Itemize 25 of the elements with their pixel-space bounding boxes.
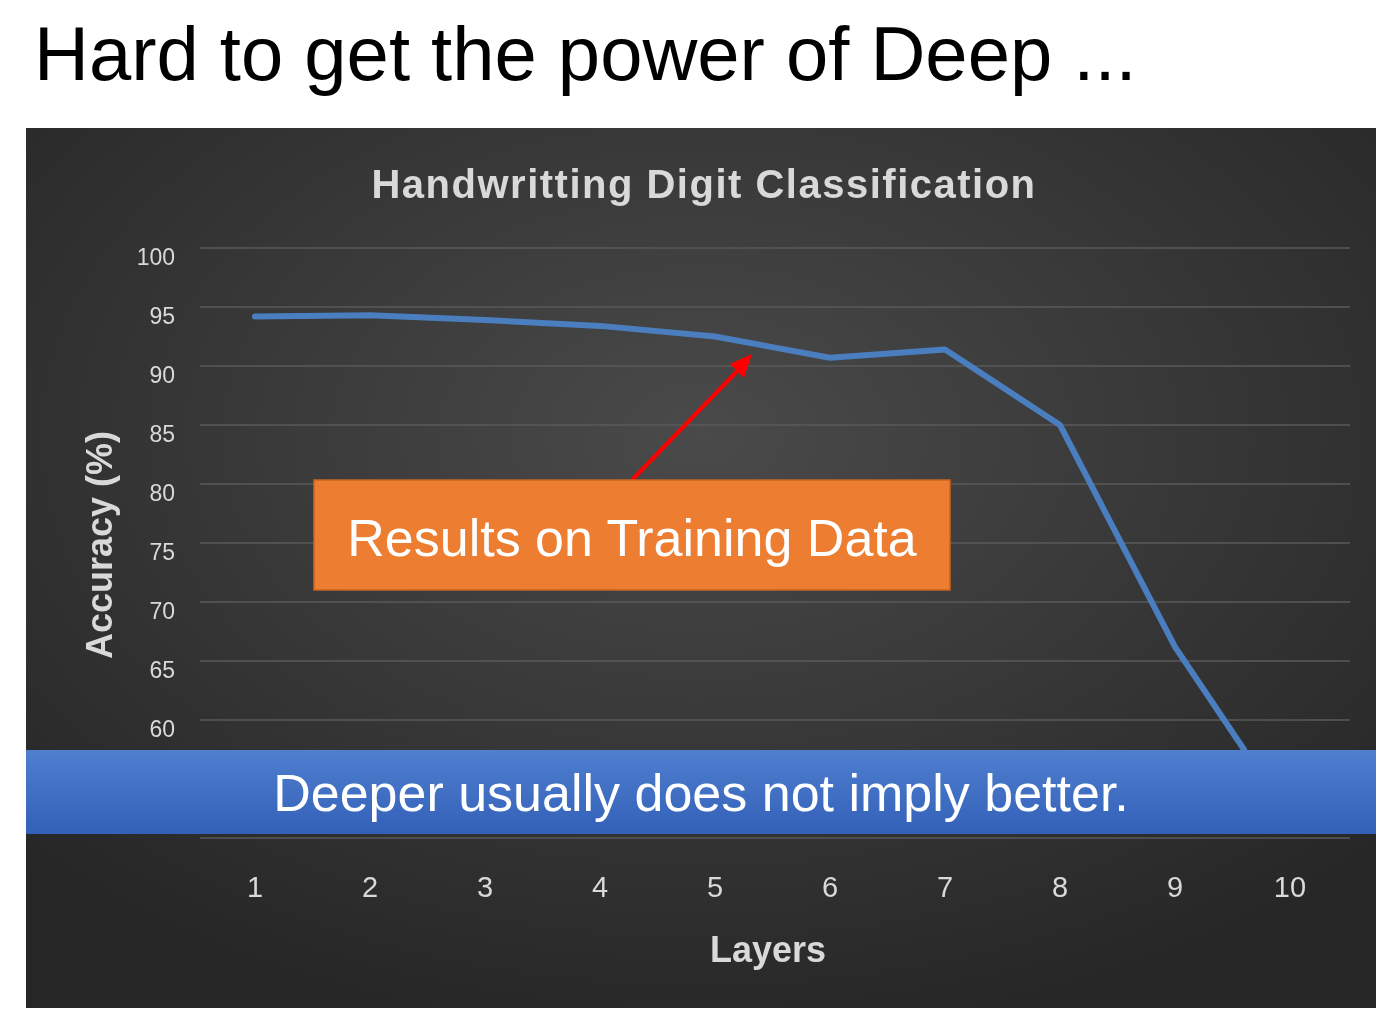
y-tick-label: 75	[149, 539, 175, 565]
chart-subtitle: Handwritting Digit Classification	[371, 162, 1037, 206]
x-tick-label: 8	[1051, 871, 1069, 903]
y-tick-label: 90	[149, 362, 175, 388]
y-tick-label: 85	[149, 421, 175, 447]
x-tick-label: 5	[706, 871, 724, 903]
annotation: Deeper usually does not imply better.	[273, 764, 1129, 822]
x-tick-label: 4	[591, 871, 609, 903]
x-tick-label: 3	[476, 871, 494, 903]
x-tick-label: 1	[246, 871, 264, 903]
y-tick-label: 60	[149, 716, 175, 742]
x-tick-label: 6	[821, 871, 839, 903]
y-tick-label: 70	[149, 598, 175, 624]
x-tick-label: 10	[1273, 871, 1307, 903]
chart-title: Hard to get the power of Deep ...	[34, 11, 1137, 96]
y-tick-label: 65	[149, 657, 175, 683]
x-tick-label: 7	[936, 871, 954, 903]
x-tick-label: 9	[1166, 871, 1184, 903]
x-tick-label: 2	[361, 871, 379, 903]
y-tick-label: 95	[149, 303, 175, 329]
annotation: Results on Training Data	[347, 509, 917, 567]
x-axis-title: Layers	[709, 929, 827, 970]
y-tick-label: 80	[149, 480, 175, 506]
y-tick-label: 100	[136, 244, 175, 270]
y-axis-title: Accuracy (%)	[79, 430, 120, 660]
